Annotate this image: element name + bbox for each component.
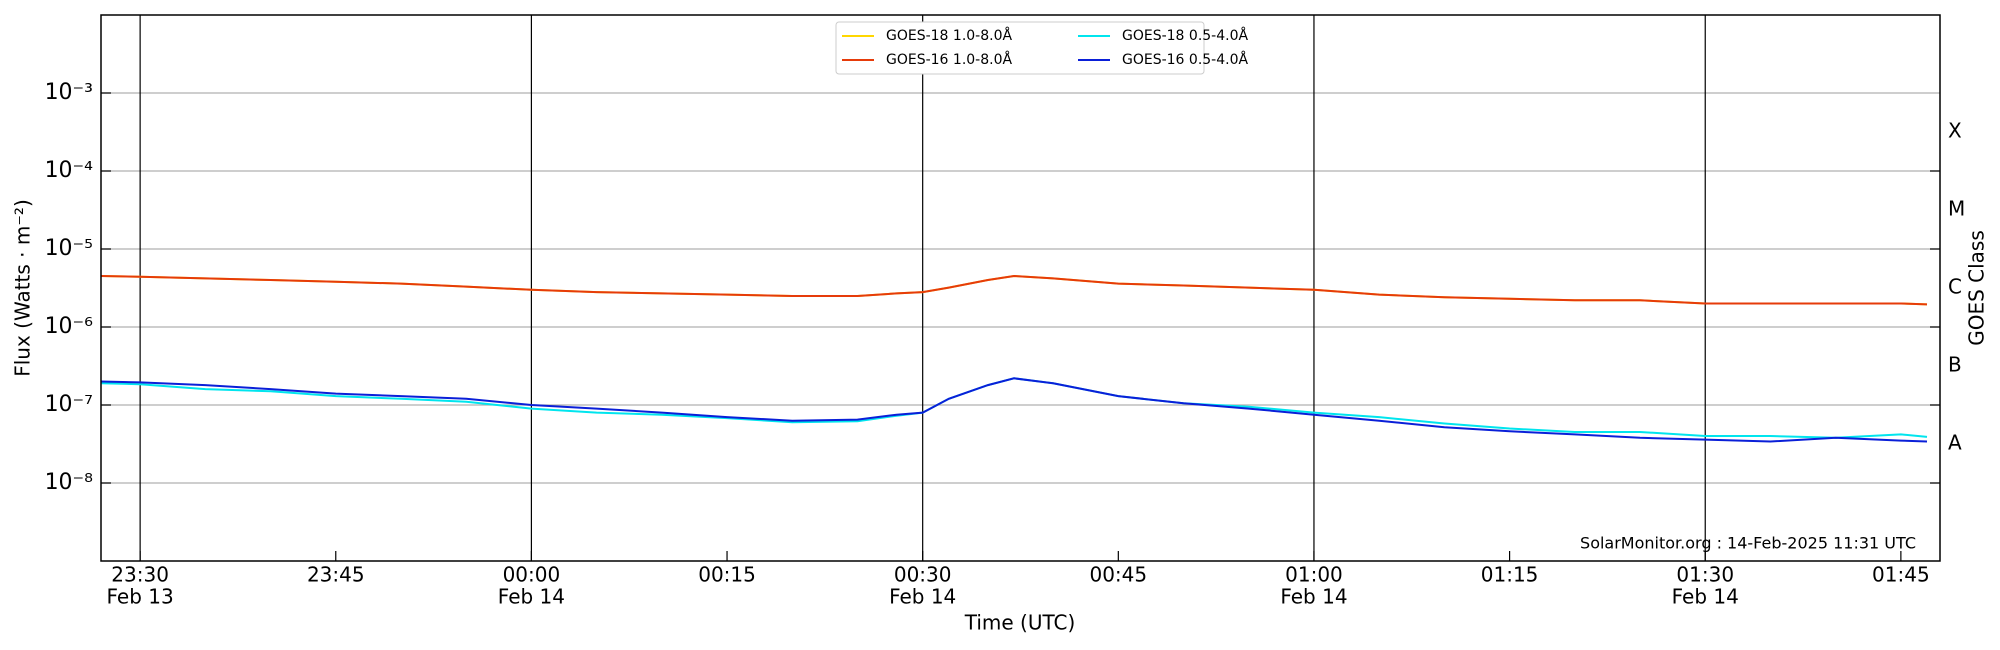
y-tick-label: 10⁻⁴ xyxy=(45,158,94,183)
x-tick-label: 23:30 xyxy=(111,563,169,587)
y-tick-label: 10⁻⁷ xyxy=(45,392,93,417)
legend-label: GOES-18 0.5-4.0Å xyxy=(1122,27,1248,44)
y-tick-label: 10⁻⁸ xyxy=(45,470,94,495)
legend-label: GOES-16 1.0-8.0Å xyxy=(886,51,1012,68)
x-axis-label: Time (UTC) xyxy=(964,611,1076,635)
y2-axis-label: GOES Class xyxy=(1965,230,1989,346)
series-line xyxy=(100,274,1928,306)
x-tick-label: 00:30 xyxy=(894,563,952,587)
y-tick-label: 10⁻⁵ xyxy=(45,236,93,261)
annotation: SolarMonitor.org : 14-Feb-2025 11:31 UTC xyxy=(1580,534,1916,553)
x-tick-date: Feb 14 xyxy=(1280,585,1347,609)
y2-tick-label: A xyxy=(1948,431,1962,455)
x-tick-date: Feb 14 xyxy=(1672,585,1739,609)
x-tick-label: 01:00 xyxy=(1285,563,1343,587)
y2-tick-label: B xyxy=(1948,353,1962,377)
x-tick-label: 01:30 xyxy=(1676,563,1734,587)
y-tick-label: 10⁻⁶ xyxy=(45,314,94,339)
legend-label: GOES-16 0.5-4.0Å xyxy=(1122,51,1248,68)
x-tick-label: 00:45 xyxy=(1089,563,1147,587)
legend-label: GOES-18 1.0-8.0Å xyxy=(886,27,1012,44)
x-tick-label: 01:45 xyxy=(1872,563,1930,587)
y2-tick-label: X xyxy=(1948,119,1962,143)
legend-box xyxy=(835,21,1205,75)
y-tick-label: 10⁻³ xyxy=(45,80,93,105)
x-tick-label: 00:15 xyxy=(698,563,756,587)
x-tick-label: 00:00 xyxy=(503,563,561,587)
plot-frame xyxy=(100,14,1941,562)
x-tick-date: Feb 13 xyxy=(107,585,174,609)
x-tick-date: Feb 14 xyxy=(889,585,956,609)
y2-tick-label: M xyxy=(1948,197,1965,221)
x-tick-label: 01:15 xyxy=(1481,563,1539,587)
x-tick-date: Feb 14 xyxy=(498,585,565,609)
x-tick-label: 23:45 xyxy=(307,563,365,587)
series-line xyxy=(100,377,1928,443)
y-axis-label: Flux (Watts · m⁻²) xyxy=(11,199,35,377)
y2-tick-label: C xyxy=(1948,275,1962,299)
